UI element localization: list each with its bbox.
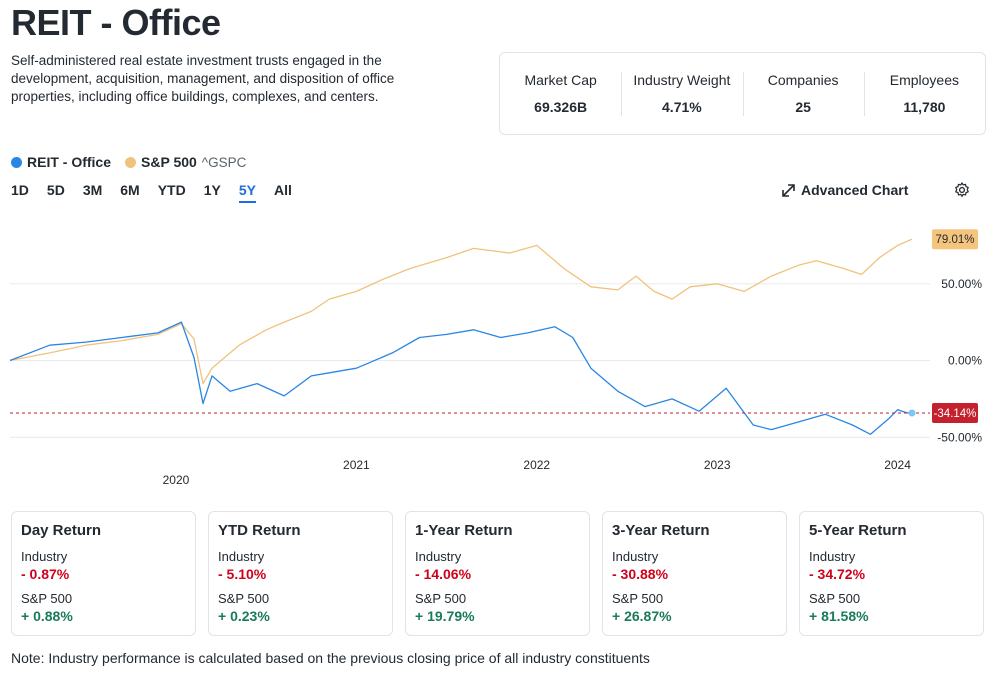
stat-value: 69.326B: [534, 99, 588, 115]
chart-legend: REIT - Office S&P 500 ^GSPC: [11, 154, 260, 170]
series-line-reit-office: [9, 321, 913, 435]
stat-market-cap: Market Cap 69.326B: [500, 64, 621, 124]
stat-label: Companies: [767, 72, 839, 88]
x-tick-label: 2022: [523, 458, 550, 472]
card-title: 3-Year Return: [612, 522, 710, 539]
industry-return: - 14.06%: [415, 566, 472, 582]
index-dot-icon: [125, 156, 137, 168]
index-return: + 81.58%: [809, 608, 869, 624]
stat-value: 25: [795, 99, 811, 115]
index-return: + 0.23%: [218, 608, 270, 624]
index-label: S&P 500: [218, 591, 270, 606]
legend-industry[interactable]: REIT - Office: [11, 154, 111, 170]
y-tick-label: 50.00%: [941, 277, 982, 291]
last-point-marker: [908, 409, 916, 417]
range-3m[interactable]: 3M: [82, 182, 103, 198]
page-title: REIT - Office: [11, 2, 221, 43]
industry-end-label: -34.14%: [934, 408, 977, 420]
index-label: S&P 500: [612, 591, 664, 606]
industry-description: Self-administered real estate investment…: [11, 53, 395, 104]
return-card-3y: 3-Year Return Industry - 30.88% S&P 500 …: [602, 511, 787, 636]
industry-return: - 5.10%: [218, 566, 267, 582]
industry-return: - 34.72%: [809, 566, 866, 582]
stat-employees: Employees 11,780: [863, 64, 985, 124]
industry-label: Industry: [21, 549, 68, 564]
range-selector: 1D 5D 3M 6M YTD 1Y 5Y All: [11, 182, 310, 203]
legend-index-label: S&P 500: [141, 154, 197, 170]
index-return: + 26.87%: [612, 608, 672, 624]
card-title: YTD Return: [218, 522, 301, 539]
return-card-5y: 5-Year Return Industry - 34.72% S&P 500 …: [799, 511, 984, 636]
y-tick-label: -50.00%: [937, 430, 982, 444]
x-tick-label: 2020: [163, 473, 190, 487]
stat-label: Employees: [889, 72, 959, 88]
range-6m[interactable]: 6M: [120, 182, 140, 198]
legend-index[interactable]: S&P 500 ^GSPC: [125, 154, 246, 170]
industry-dot-icon: [11, 156, 22, 168]
footnote: Note: Industry performance is calculated…: [11, 650, 650, 666]
stat-label: Market Cap: [524, 72, 597, 88]
return-card-ytd: YTD Return Industry - 5.10% S&P 500 + 0.…: [208, 511, 393, 636]
advanced-chart-label: Advanced Chart: [801, 182, 909, 198]
legend-index-ticker: ^GSPC: [201, 154, 247, 170]
x-tick-label: 2023: [704, 458, 731, 472]
range-1d[interactable]: 1D: [11, 182, 29, 198]
sp500-end-label: 79.01%: [935, 234, 974, 246]
stat-label: Industry Weight: [633, 72, 731, 88]
index-label: S&P 500: [415, 591, 467, 606]
range-5y[interactable]: 5Y: [238, 182, 256, 203]
sp500-end-label-bg: [932, 229, 978, 250]
expand-icon: [782, 183, 795, 197]
return-card-day: Day Return Industry - 0.87% S&P 500 + 0.…: [11, 511, 196, 636]
industry-label: Industry: [612, 549, 659, 564]
stat-industry-weight: Industry Weight 4.71%: [621, 64, 742, 124]
performance-chart[interactable]: 50.00% 0.00% -50.00% 2020 2021 2022 2023 2024 79…: [0, 210, 996, 500]
x-tick-label: 2021: [343, 458, 370, 472]
stat-value: 11,780: [903, 99, 946, 115]
industry-label: Industry: [809, 549, 856, 564]
card-title: 1-Year Return: [415, 522, 513, 539]
range-ytd[interactable]: YTD: [157, 182, 186, 198]
stat-companies: Companies 25: [742, 64, 864, 124]
return-card-1y: 1-Year Return Industry - 14.06% S&P 500 …: [405, 511, 590, 636]
industry-return: - 30.88%: [612, 566, 669, 582]
series-line-s-p-500: [9, 238, 913, 385]
industry-return: - 0.87%: [21, 566, 70, 582]
gear-icon: [955, 182, 969, 197]
card-title: 5-Year Return: [809, 522, 907, 539]
industry-end-label-bg: [932, 402, 978, 423]
legend-industry-label: REIT - Office: [27, 154, 112, 170]
card-title: Day Return: [21, 522, 102, 539]
industry-label: Industry: [415, 549, 462, 564]
index-label: S&P 500: [21, 591, 73, 606]
index-return: + 0.88%: [21, 608, 73, 624]
y-tick-label: 0.00%: [948, 354, 982, 368]
advanced-chart-button[interactable]: Advanced Chart: [782, 182, 908, 198]
range-5d[interactable]: 5D: [46, 182, 65, 198]
returns-cards: Day Return Industry - 0.87% S&P 500 + 0.…: [11, 511, 984, 636]
x-tick-label: 2024: [884, 458, 911, 472]
settings-button[interactable]: [953, 181, 971, 204]
index-return: + 19.79%: [415, 608, 475, 624]
stat-value: 4.71%: [662, 99, 702, 115]
stats-panel: Market Cap 69.326B Industry Weight 4.71%…: [499, 52, 986, 135]
industry-label: Industry: [218, 549, 265, 564]
range-all[interactable]: All: [273, 182, 292, 198]
index-label: S&P 500: [809, 591, 861, 606]
range-1y[interactable]: 1Y: [203, 182, 221, 198]
